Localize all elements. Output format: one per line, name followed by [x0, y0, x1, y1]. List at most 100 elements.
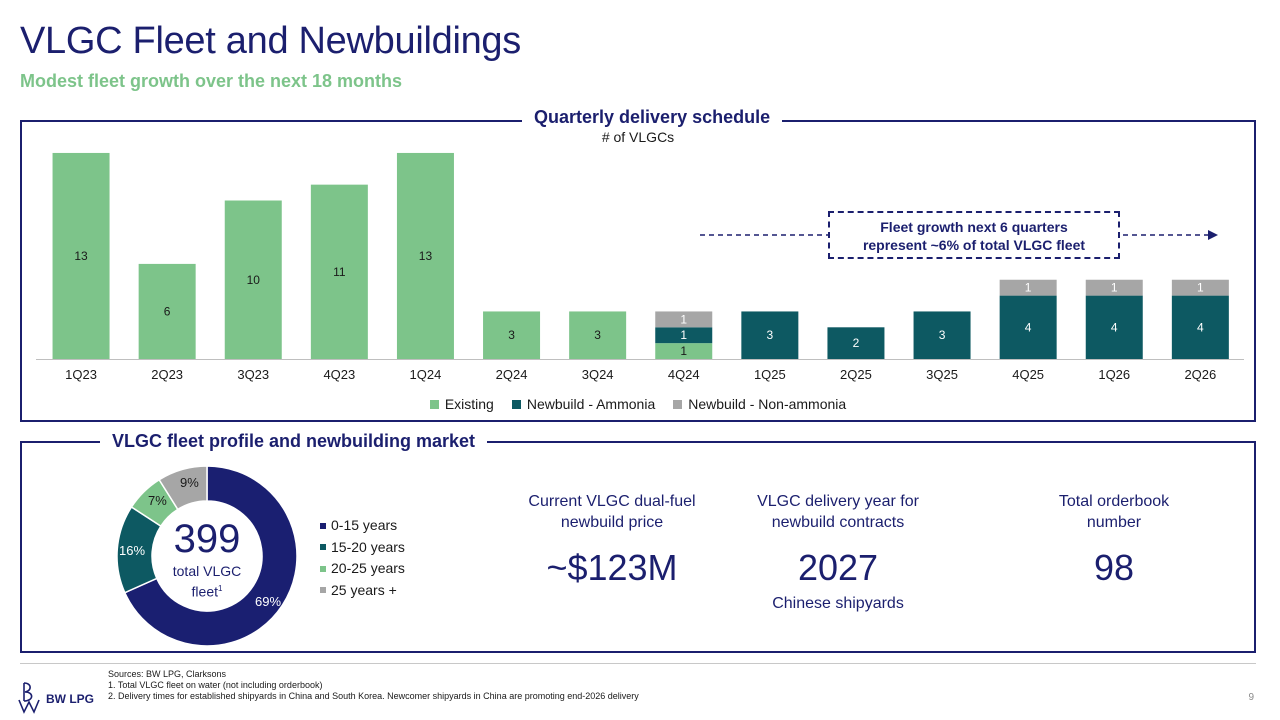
fleet-profile-panel: VLGC fleet profile and newbuilding marke…	[20, 431, 1256, 653]
donut-legend-label: 15-20 years	[331, 538, 405, 555]
fleet-profile-title: VLGC fleet profile and newbuilding marke…	[100, 431, 488, 452]
bar-2Q24-0	[483, 311, 541, 359]
donut-legend-label: 0-15 years	[331, 517, 398, 533]
bar-value-label: 1	[680, 344, 687, 358]
kpi-value: 2027	[797, 547, 879, 588]
bar-value-label: 3	[767, 328, 774, 342]
bar-4Q24-2	[655, 311, 713, 328]
bar-2Q26-2	[1171, 279, 1229, 296]
x-tick-label: 4Q23	[323, 367, 355, 382]
logo-text: BW LPG	[46, 692, 94, 706]
callout-line-1: Fleet growth next 6 quarters	[880, 219, 1068, 235]
legend-non-ammonia-label: Newbuild - Non-ammonia	[688, 396, 847, 412]
delivery-schedule-unit: # of VLGCs	[601, 129, 675, 145]
kpi-label-line1: Current VLGC dual-fuel	[528, 493, 696, 510]
bar-3Q24-0	[569, 311, 627, 359]
x-tick-label: 2Q24	[496, 367, 528, 382]
total-fleet-label: total VLGC fleet1	[112, 563, 302, 601]
legend-non-ammonia: Newbuild - Non-ammonia	[673, 396, 846, 412]
footnote-ref-1: 1	[218, 584, 223, 593]
bar-value-label: 2	[853, 336, 860, 350]
donut-center: 399 total VLGC fleet1	[112, 461, 302, 651]
kpi-value: 98	[1093, 547, 1135, 588]
legend-swatch	[320, 522, 326, 529]
bar-value-label: 13	[74, 249, 88, 263]
donut-legend-label: 25 years +	[331, 581, 397, 598]
page-subtitle: Modest fleet growth over the next 18 mon…	[20, 71, 403, 91]
x-tick-label: 3Q24	[582, 367, 614, 382]
legend-swatch	[320, 565, 326, 572]
x-tick-label: 3Q25	[926, 367, 958, 382]
bw-logo-icon	[18, 682, 40, 714]
pct-20-25: 7%	[148, 493, 167, 508]
legend-ammonia-swatch	[511, 399, 521, 409]
bar-value-label: 6	[164, 304, 171, 318]
x-tick-label: 3Q23	[237, 367, 269, 382]
bar-1Q24-0	[396, 152, 454, 359]
fleet-growth-callout: Fleet growth next 6 quarters represent ~…	[828, 211, 1120, 259]
delivery-bar-chart: 131Q2362Q23103Q23114Q23131Q2432Q2433Q241…	[36, 152, 1244, 382]
bar-4Q25-1	[999, 295, 1057, 359]
donut-legend-label: 20-25 years	[331, 560, 405, 576]
donut-legend-item: 20-25 years	[320, 558, 405, 580]
kpi-label-line2: newbuild price	[560, 514, 664, 531]
legend-existing: Existing	[429, 396, 494, 412]
kpi-label-line2: newbuild contracts	[771, 514, 905, 531]
bar-value-label: 3	[939, 328, 946, 342]
donut-slice	[123, 465, 298, 647]
bar-2Q23-0	[138, 263, 196, 359]
kpi-delivery-year: VLGC delivery year for newbuild contract…	[688, 491, 988, 613]
bar-value-label: 1	[1111, 281, 1118, 295]
legend-existing-label: Existing	[444, 396, 494, 412]
x-tick-label: 2Q23	[151, 367, 183, 382]
donut-legend-item: 25 years +	[320, 580, 405, 602]
bar-2Q25-1	[827, 327, 885, 359]
bar-value-label: 3	[508, 328, 515, 342]
delivery-schedule-panel: Quarterly delivery schedule # of VLGCs 1…	[20, 107, 1256, 422]
pct-15-20: 16%	[119, 543, 146, 558]
total-fleet-number: 399	[173, 517, 241, 561]
total-fleet-label-line1: total VLGC	[172, 563, 242, 579]
bw-lpg-logo: BW LPG	[18, 680, 94, 714]
donut-slice	[158, 465, 208, 511]
kpi-label-line1: Total orderbook	[1058, 493, 1170, 510]
bar-3Q23-0	[224, 200, 282, 359]
footnote-1: 1. Total VLGC fleet on water (not includ…	[108, 680, 323, 690]
x-tick-label: 1Q23	[65, 367, 97, 382]
bar-value-label: 11	[333, 265, 346, 279]
bar-value-label: 4	[1111, 320, 1118, 334]
bar-value-label: 1	[680, 312, 687, 326]
sources-note: Sources: BW LPG, Clarksons	[108, 669, 227, 679]
delivery-schedule-title: Quarterly delivery schedule	[522, 107, 783, 128]
bar-value-label: 1	[680, 328, 687, 342]
legend-ammonia: Newbuild - Ammonia	[511, 396, 656, 412]
bar-4Q24-0	[655, 343, 713, 359]
bar-4Q23-0	[310, 184, 368, 359]
page-number: 9	[1248, 692, 1254, 703]
chart-legend: Existing Newbuild - Ammonia Newbuild - N…	[22, 396, 1254, 412]
kpi-orderbook: Total orderbook number 98	[964, 491, 1264, 589]
kpi-label: VLGC delivery year for newbuild contract…	[688, 491, 988, 533]
total-fleet-label-line2: fleet	[191, 583, 218, 600]
bar-1Q23-0	[52, 152, 110, 359]
footnotes: Sources: BW LPG, Clarksons 1. Total VLGC…	[108, 669, 639, 702]
pct-25-plus: 9%	[180, 475, 199, 490]
kpi-label: Current VLGC dual-fuel newbuild price	[462, 491, 762, 533]
kpi-label-line1: VLGC delivery year for	[757, 493, 919, 510]
bar-value-label: 13	[419, 249, 433, 263]
legend-existing-swatch	[429, 399, 439, 409]
kpi-value: ~$123M	[546, 547, 678, 588]
bar-1Q26-2	[1085, 279, 1143, 296]
kpi-label-line2: number	[1086, 514, 1142, 531]
fleet-age-donut: 399 total VLGC fleet1 69% 16% 7% 9%	[112, 461, 302, 651]
bar-1Q26-1	[1085, 295, 1143, 359]
footer-divider	[20, 663, 1256, 664]
x-tick-label: 1Q25	[754, 367, 786, 382]
legend-ammonia-label: Newbuild - Ammonia	[526, 396, 656, 412]
kpi-newbuild-price: Current VLGC dual-fuel newbuild price ~$…	[462, 491, 762, 589]
bar-value-label: 4	[1025, 320, 1032, 334]
bar-value-label: 4	[1197, 320, 1204, 334]
footnote-2: 2. Delivery times for established shipya…	[108, 691, 639, 701]
x-tick-label: 1Q26	[1098, 367, 1130, 382]
bar-4Q24-1	[655, 327, 713, 344]
